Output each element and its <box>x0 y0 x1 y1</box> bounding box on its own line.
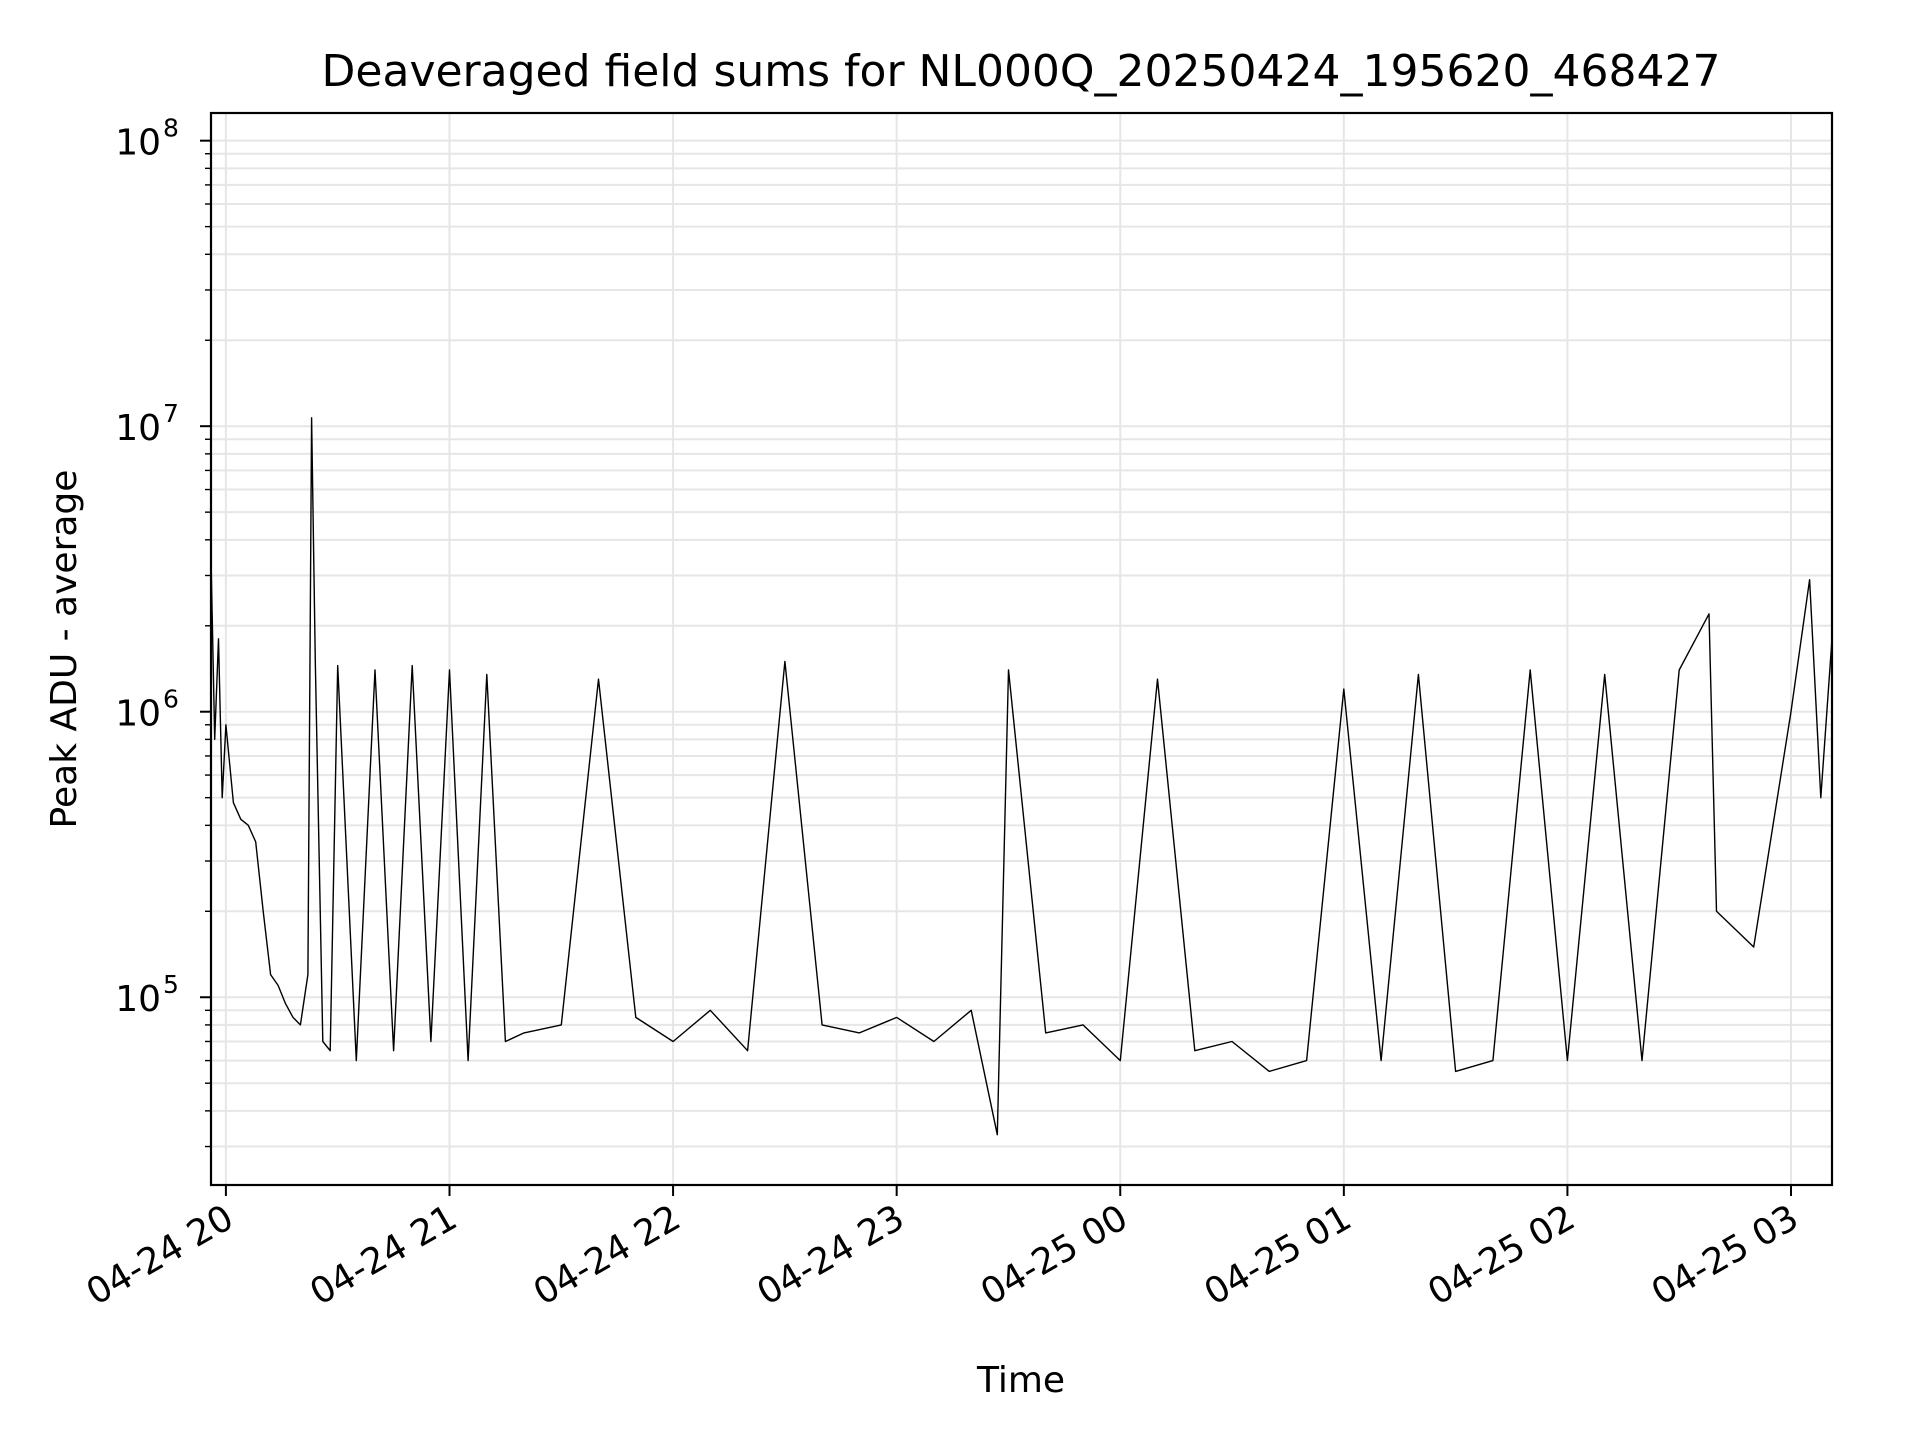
y-tick-label: 10 <box>115 694 161 735</box>
data-series-group <box>210 417 1833 1136</box>
plot-frame <box>209 111 1834 1187</box>
y-tick-exponent: 6 <box>163 685 179 714</box>
x-axis-label: Time <box>976 1360 1065 1401</box>
chart-title: Deaveraged field sums for NL000Q_2025042… <box>322 46 1721 97</box>
y-axis-label: Peak ADU - average <box>44 470 85 829</box>
data-series-line <box>210 417 1833 1136</box>
y-tick-label: 10 <box>115 979 161 1020</box>
y-tick-exponent: 5 <box>163 970 179 999</box>
y-tick-exponent: 7 <box>163 399 179 428</box>
y-tick-exponent: 8 <box>163 114 179 143</box>
y-tick-label: 10 <box>115 123 161 164</box>
y-tick-label: 10 <box>115 408 161 449</box>
